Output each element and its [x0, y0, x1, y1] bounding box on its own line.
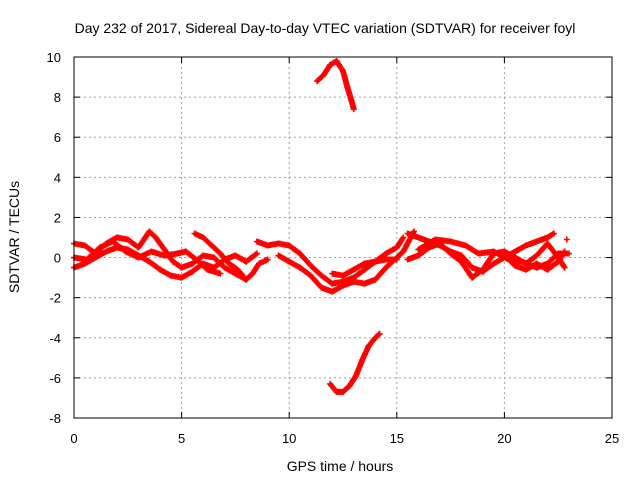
- data-point: [376, 330, 383, 337]
- y-tick-label: 8: [54, 90, 61, 105]
- data-point: [253, 250, 260, 257]
- data-point: [393, 256, 400, 263]
- y-tick-label: -2: [49, 291, 61, 306]
- x-axis-label: GPS time / hours: [287, 458, 394, 474]
- series-track-d: [191, 230, 271, 283]
- series-track-c: [71, 238, 224, 277]
- y-tick-label: 6: [54, 130, 61, 145]
- data-point: [550, 230, 557, 237]
- y-tick-label: 2: [54, 210, 61, 225]
- data-point: [350, 106, 357, 113]
- y-tick-label: -8: [49, 411, 61, 426]
- data-point: [561, 264, 568, 271]
- x-tick-label: 20: [497, 431, 511, 446]
- x-tick-label: 0: [70, 431, 77, 446]
- y-tick-label: -6: [49, 371, 61, 386]
- y-tick-label: -4: [49, 331, 61, 346]
- series-track-e: [253, 234, 407, 287]
- y-tick-label: 0: [54, 251, 61, 266]
- series-track-g: [329, 256, 400, 279]
- data-marks: [71, 58, 572, 395]
- x-tick-label: 5: [178, 431, 185, 446]
- plot-frame: [73, 56, 613, 419]
- series-outliers: [563, 236, 570, 243]
- y-axis-ticks: -8 -6 -4 -2 0 2 4 6 8 10: [47, 50, 612, 426]
- data-point: [217, 270, 224, 277]
- data-point: [563, 236, 570, 243]
- x-tick-label: 15: [390, 431, 404, 446]
- chart-title: Day 232 of 2017, Sidereal Day-to-day VTE…: [75, 20, 576, 36]
- x-tick-label: 10: [282, 431, 296, 446]
- data-point: [400, 234, 407, 241]
- grid-lines: [74, 57, 612, 418]
- y-tick-label: 10: [47, 50, 61, 65]
- data-point: [561, 248, 568, 255]
- y-axis-label: SDTVAR / TECUs: [6, 181, 22, 293]
- x-tick-label: 25: [605, 431, 619, 446]
- data-point: [375, 331, 382, 338]
- series-upper-arc: [314, 58, 357, 113]
- series-track-k: [501, 248, 568, 273]
- series-lower-arc: [327, 330, 383, 395]
- y-tick-label: 4: [54, 170, 61, 185]
- data-point: [252, 251, 259, 258]
- data-point: [264, 256, 271, 263]
- data-point: [565, 250, 572, 257]
